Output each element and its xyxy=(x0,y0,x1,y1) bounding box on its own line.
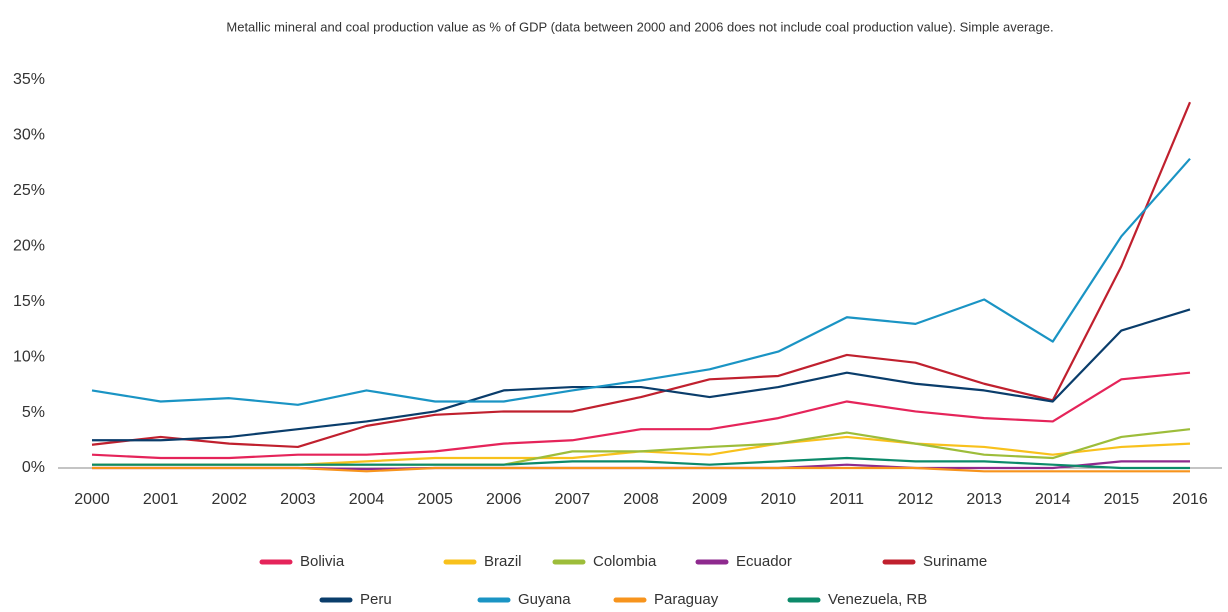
legend-label: Bolivia xyxy=(300,553,345,570)
x-tick-label: 2001 xyxy=(143,491,179,508)
legend-label: Peru xyxy=(360,591,392,608)
x-tick-label: 2009 xyxy=(692,491,728,508)
x-tick-label: 2002 xyxy=(211,491,247,508)
x-tick-label: 2012 xyxy=(898,491,934,508)
x-tick-label: 2014 xyxy=(1035,491,1071,508)
series-line xyxy=(92,308,1191,442)
y-tick-label: 5% xyxy=(22,404,45,421)
legend-label: Guyana xyxy=(518,591,571,608)
y-tick-label: 30% xyxy=(13,127,45,144)
x-tick-label: 2004 xyxy=(349,491,385,508)
x-tick-label: 2005 xyxy=(417,491,453,508)
y-tick-label: 15% xyxy=(13,293,45,310)
legend-label: Brazil xyxy=(484,553,522,570)
x-tick-label: 2013 xyxy=(966,491,1002,508)
x-tick-label: 2003 xyxy=(280,491,316,508)
y-tick-label: 25% xyxy=(13,182,45,199)
legend-label: Colombia xyxy=(593,553,657,570)
x-tick-label: 2010 xyxy=(760,491,796,508)
series-line xyxy=(91,101,1192,449)
legend-label: Suriname xyxy=(923,553,987,570)
series-line xyxy=(91,371,1191,460)
x-tick-label: 2007 xyxy=(555,491,591,508)
x-tick-label: 2011 xyxy=(830,491,865,508)
x-tick-label: 2016 xyxy=(1172,491,1208,508)
series-line xyxy=(92,456,1190,470)
x-tick-label: 2015 xyxy=(1104,491,1140,508)
x-tick-label: 2000 xyxy=(74,491,110,508)
legend-label: Paraguay xyxy=(654,591,719,608)
y-tick-label: 20% xyxy=(13,238,45,255)
y-tick-label: 35% xyxy=(13,71,45,88)
series-line xyxy=(92,466,1190,473)
chart-title: Metallic mineral and coal production val… xyxy=(226,19,1053,34)
y-tick-label: 10% xyxy=(13,348,45,365)
legend-label: Venezuela, RB xyxy=(828,591,927,608)
y-tick-label: 0% xyxy=(22,459,45,476)
x-tick-label: 2008 xyxy=(623,491,659,508)
legend-label: Ecuador xyxy=(736,553,792,570)
series-line xyxy=(91,157,1191,406)
x-tick-label: 2006 xyxy=(486,491,522,508)
